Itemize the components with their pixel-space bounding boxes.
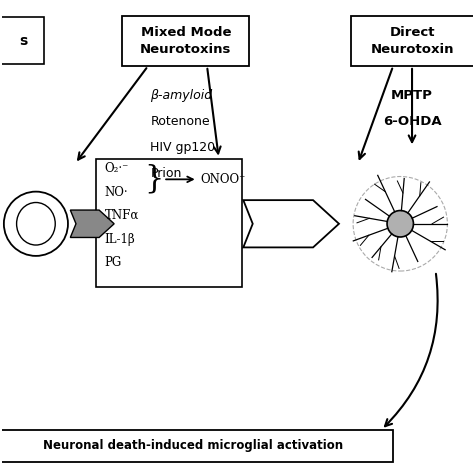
FancyBboxPatch shape: [0, 430, 393, 462]
Text: TNFα: TNFα: [105, 209, 139, 222]
Text: 6-OHDA: 6-OHDA: [383, 115, 441, 128]
Ellipse shape: [17, 202, 55, 245]
Polygon shape: [70, 210, 114, 237]
FancyBboxPatch shape: [351, 16, 474, 66]
Text: Rotenone: Rotenone: [150, 115, 210, 128]
FancyBboxPatch shape: [0, 17, 45, 64]
Text: s: s: [19, 34, 27, 48]
Polygon shape: [243, 200, 339, 247]
Text: PG: PG: [105, 256, 122, 270]
Text: Direct
Neurotoxin: Direct Neurotoxin: [370, 26, 454, 56]
FancyBboxPatch shape: [122, 16, 249, 66]
Text: NO·: NO·: [105, 186, 128, 199]
Text: ONOO⁻: ONOO⁻: [200, 173, 246, 186]
FancyBboxPatch shape: [96, 159, 242, 287]
Circle shape: [4, 191, 68, 256]
Circle shape: [387, 210, 413, 237]
Text: Mixed Mode
Neurotoxins: Mixed Mode Neurotoxins: [140, 26, 231, 56]
Text: β-amyloid: β-amyloid: [150, 89, 212, 102]
Text: Prion: Prion: [150, 167, 182, 180]
Text: MPTP: MPTP: [391, 89, 433, 102]
Text: IL-1β: IL-1β: [105, 233, 136, 246]
Text: O₂·⁻: O₂·⁻: [105, 162, 129, 175]
Text: Neuronal death-induced microglial activation: Neuronal death-induced microglial activa…: [43, 439, 343, 452]
Text: HIV gp120: HIV gp120: [150, 141, 216, 154]
Text: }: }: [144, 164, 164, 195]
